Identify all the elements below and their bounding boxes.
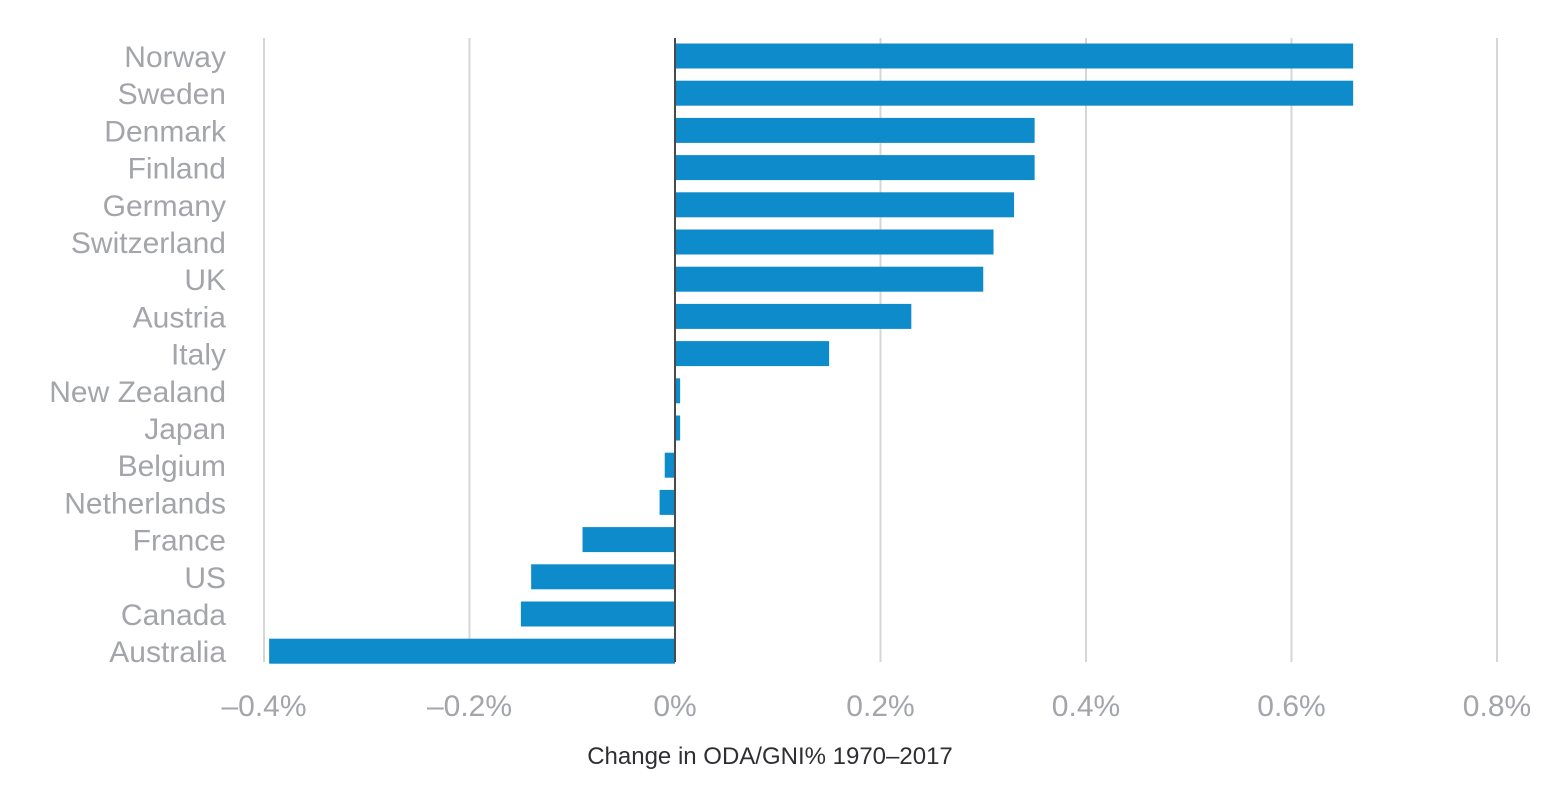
category-labels: Norway Sweden Denmark Finland Germany Switzer… [49, 41, 227, 669]
bars [269, 43, 1354, 664]
category-label: Germany [103, 190, 226, 223]
bar-australia [269, 638, 675, 664]
x-tick-label: –0.4% [221, 690, 306, 723]
x-tick-label: 0.6% [1257, 690, 1325, 723]
category-label: Netherlands [64, 487, 226, 520]
category-label: Norway [124, 41, 226, 74]
x-tick-labels: –0.4% –0.2% 0% 0.2% 0.4% 0.6% 0.8% [221, 690, 1531, 723]
bar-norway [675, 43, 1354, 69]
category-label: Italy [171, 339, 226, 372]
bar-netherlands [659, 489, 675, 515]
bar-switzerland [675, 229, 994, 255]
bar-germany [675, 192, 1015, 218]
bar-canada [520, 601, 675, 627]
category-label: Switzerland [71, 227, 226, 260]
category-label: Denmark [104, 115, 227, 148]
bar-uk [675, 266, 984, 292]
category-label: Japan [144, 413, 226, 446]
category-label: Canada [121, 599, 226, 632]
bar-belgium [664, 452, 675, 478]
category-label: Belgium [118, 450, 226, 483]
bar-italy [675, 341, 830, 367]
x-tick-label: 0.8% [1463, 690, 1531, 723]
category-label: Austria [133, 301, 227, 334]
category-label: France [133, 525, 226, 558]
bar-finland [675, 155, 1035, 181]
bar-sweden [675, 80, 1354, 106]
x-tick-label: 0.4% [1052, 690, 1120, 723]
category-label: Finland [128, 153, 226, 186]
bar-us [531, 564, 675, 590]
category-label: UK [184, 264, 226, 297]
category-label: New Zealand [49, 376, 226, 409]
bar-new-zealand [675, 378, 681, 404]
bar-japan [675, 415, 681, 441]
x-tick-label: 0% [653, 690, 696, 723]
x-tick-label: –0.2% [427, 690, 512, 723]
category-label: Australia [109, 636, 226, 669]
category-label: US [184, 562, 226, 595]
category-label: Sweden [118, 78, 226, 111]
x-axis-title: Change in ODA/GNI% 1970–2017 [587, 743, 953, 770]
bar-france [582, 527, 675, 553]
bar-denmark [675, 117, 1035, 143]
x-tick-label: 0.2% [846, 690, 914, 723]
bar-austria [675, 303, 912, 329]
